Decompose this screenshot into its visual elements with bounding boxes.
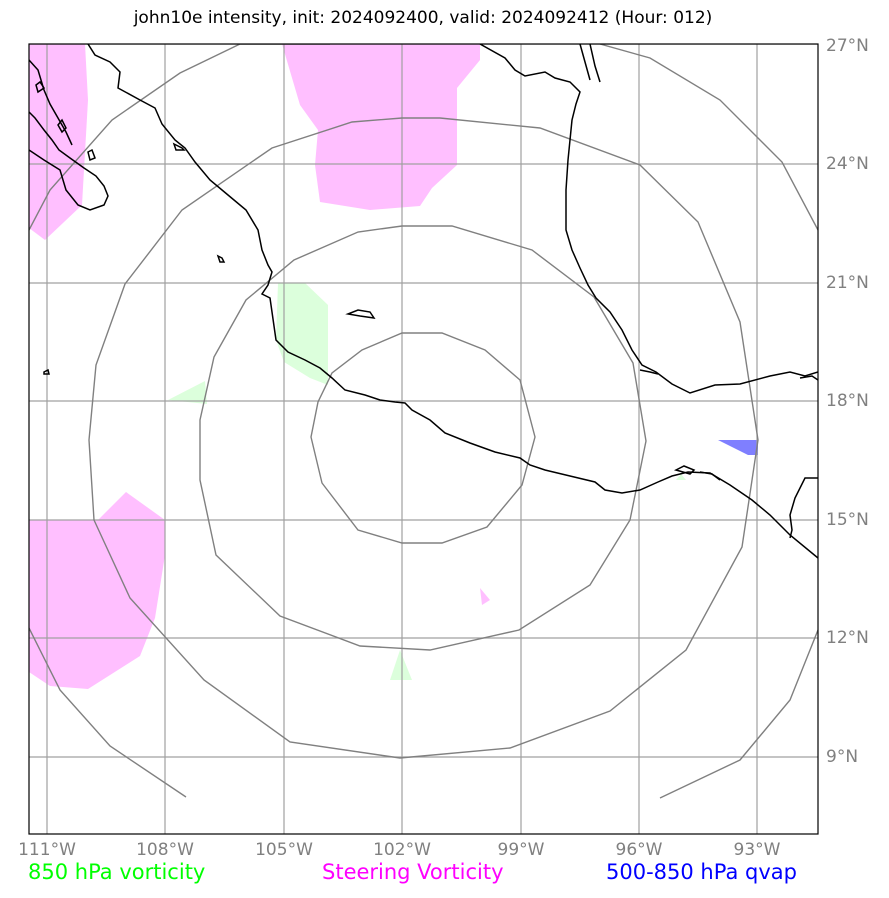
gulf-coast	[479, 44, 818, 394]
lon-label: 102°W	[373, 840, 431, 860]
range-ring-4	[29, 44, 818, 799]
legend-qvap: 500-850 hPa qvap	[606, 860, 797, 884]
isla-small-5	[87, 148, 96, 162]
lon-label: 111°W	[18, 840, 76, 860]
range-ring-3	[88, 117, 759, 759]
lat-label: 27°N	[826, 36, 869, 56]
lat-gridlines	[29, 44, 818, 758]
lon-label: 93°W	[733, 840, 781, 860]
range-ring-1	[310, 332, 536, 544]
lat-label: 9°N	[826, 747, 859, 767]
lon-gridlines	[46, 44, 758, 834]
map-title: john10e intensity, init: 2024092400, val…	[133, 8, 713, 28]
isla-small-4	[57, 118, 67, 134]
vorticity-850-shading	[168, 283, 686, 680]
isla-small-6	[172, 142, 186, 151]
islas-marias	[345, 309, 376, 319]
range-rings	[29, 44, 818, 799]
legend-vorticity-850: 850 hPa vorticity	[28, 860, 206, 884]
lat-label: 18°N	[826, 391, 869, 411]
isla-small-1	[216, 254, 226, 263]
baja-gulf-coast	[29, 59, 73, 146]
plot-frame	[28, 43, 819, 835]
lon-label: 108°W	[136, 840, 194, 860]
mexico-pacific-coast	[87, 44, 818, 559]
lat-label: 12°N	[826, 628, 869, 648]
lat-label: 21°N	[826, 273, 869, 293]
gulf-coast-bars	[579, 44, 601, 83]
coastlines	[29, 44, 818, 559]
lon-label: 96°W	[615, 840, 663, 860]
baja-coast	[29, 111, 109, 211]
steering-vorticity-shading	[29, 44, 490, 689]
lat-label: 15°N	[826, 510, 869, 530]
isla-small-3	[35, 80, 46, 94]
lagoon-2	[673, 465, 696, 475]
yucatan-coast	[789, 477, 818, 539]
range-ring-2	[199, 225, 647, 651]
legend-steering-vorticity: Steering Vorticity	[322, 860, 504, 884]
lon-label: 99°W	[497, 840, 545, 860]
isla-small-2	[43, 368, 50, 375]
lagoon-3	[699, 471, 721, 481]
lagoon-1	[639, 369, 659, 375]
lon-label: 105°W	[255, 840, 313, 860]
qvap-shading	[718, 440, 758, 455]
lagoon-4	[799, 375, 818, 381]
lat-label: 24°N	[826, 154, 869, 174]
